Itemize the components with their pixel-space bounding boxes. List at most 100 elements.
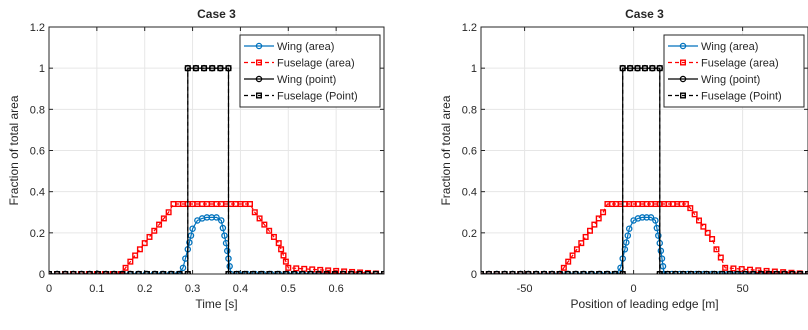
data-point [569, 252, 576, 259]
data-point [582, 233, 589, 240]
y-tick-label: 1 [471, 63, 477, 75]
data-point [656, 271, 663, 274]
data-point [634, 65, 641, 72]
y-tick-label: 0.2 [462, 228, 477, 240]
y-tick-label: 0.2 [30, 228, 45, 240]
data-point [141, 240, 148, 247]
data-point [611, 271, 618, 274]
data-point [184, 271, 191, 274]
data-point [224, 247, 231, 255]
data-point [619, 271, 626, 274]
data-point [299, 271, 306, 274]
data-point [682, 201, 689, 208]
data-point [722, 264, 729, 271]
data-point [54, 271, 61, 274]
y-tick-label: 1.2 [462, 22, 477, 34]
data-point [501, 271, 508, 274]
data-point [226, 263, 233, 270]
data-point [255, 42, 263, 50]
chart-title: Case 3 [625, 7, 664, 21]
data-point [160, 271, 167, 274]
legend-item: Fuselage (area) [244, 58, 355, 70]
data-point [695, 271, 702, 274]
data-point [509, 271, 516, 274]
y-tick-label: 0.4 [462, 187, 477, 199]
data-point [687, 205, 694, 212]
data-point [627, 65, 634, 72]
data-point [643, 214, 650, 221]
data-point [679, 75, 687, 83]
chart-panel-1: 0 0.1 0.2 0.3 0.4 0.5 0.6 0 0.2 0.4 0.6 0.8 1 1.2 Case… [7, 7, 385, 311]
data-point [680, 92, 687, 99]
data-point [548, 271, 555, 274]
legend: Wing (area) Fuselage (area) Wing (point) Fu… [239, 34, 381, 108]
data-point [691, 211, 698, 218]
data-point [591, 221, 598, 228]
data-point [111, 271, 118, 274]
y-tick-label: 0.8 [462, 104, 477, 116]
data-point [672, 271, 679, 274]
y-tick-label: 1.2 [30, 22, 45, 34]
data-point [270, 233, 277, 240]
data-point [282, 271, 289, 274]
data-point [127, 271, 134, 274]
data-point [282, 258, 289, 265]
data-point [639, 214, 646, 221]
data-point [372, 271, 379, 274]
data-point [152, 271, 159, 274]
series-4 [481, 65, 808, 274]
data-point [781, 271, 788, 274]
data-point [119, 271, 126, 274]
series-line [481, 67, 808, 274]
legend-label: Fuselage (area) [701, 58, 779, 70]
data-point [261, 221, 268, 228]
data-point [266, 227, 273, 234]
data-point [325, 267, 332, 274]
data-point [165, 209, 172, 216]
series-line [49, 67, 384, 274]
x-tick-label: 0.6 [328, 283, 343, 295]
legend-item: Wing (point) [244, 74, 336, 86]
data-point [189, 225, 196, 232]
y-tick-label: 0.4 [30, 187, 45, 199]
data-point [290, 271, 297, 274]
x-tick-label: 0.3 [185, 283, 200, 295]
data-point [750, 271, 757, 274]
data-point [525, 271, 532, 274]
data-point [565, 258, 572, 265]
data-point [726, 271, 733, 274]
data-point [127, 258, 134, 265]
chart-panel-2: -50 0 50 0 0.2 0.4 0.6 0.8 1 1.2 Case 3 Position of… [439, 7, 808, 311]
data-point [788, 269, 795, 274]
legend-item: Wing (point) [668, 74, 760, 86]
legend-item: Wing (area) [244, 41, 334, 53]
y-axis-label: Fraction of total area [7, 95, 21, 205]
data-point [256, 92, 263, 99]
x-tick-label: 0 [631, 283, 637, 295]
x-tick-label: 0.1 [89, 283, 104, 295]
data-point [143, 271, 150, 274]
data-point [256, 215, 263, 222]
data-point [176, 271, 183, 274]
data-point [241, 271, 248, 274]
data-point [86, 271, 93, 274]
data-point [587, 227, 594, 234]
data-point [742, 271, 749, 274]
data-point [348, 271, 355, 274]
data-point [734, 271, 741, 274]
x-tick-label: 0.2 [137, 283, 152, 295]
x-tick-label: -50 [517, 283, 533, 295]
y-axis-label: Fraction of total area [439, 95, 453, 205]
data-point [246, 201, 253, 208]
data-point [364, 271, 371, 274]
data-point [280, 252, 287, 259]
legend: Wing (area) Fuselage (area) Wing (point) Fu… [663, 34, 805, 108]
data-point [221, 232, 228, 239]
data-point [293, 265, 300, 272]
data-point [680, 59, 687, 66]
data-point [156, 221, 163, 228]
data-point [655, 232, 662, 239]
data-point [94, 271, 101, 274]
data-point [680, 271, 687, 274]
